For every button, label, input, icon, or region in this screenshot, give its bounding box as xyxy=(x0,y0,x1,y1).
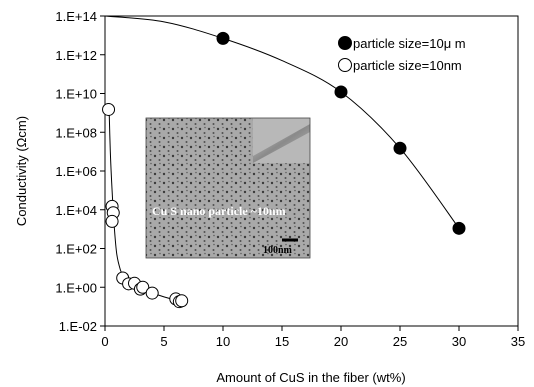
inset-frame xyxy=(145,117,311,259)
x-tick-label: 25 xyxy=(393,334,407,349)
x-axis-ticks: 0 5 10 15 20 25 30 35 xyxy=(101,326,525,349)
y-tick-label: 1.E+02 xyxy=(55,242,97,257)
legend: particle size=10μ m particle size=10nm xyxy=(338,36,466,73)
x-tick-label: 5 xyxy=(160,334,167,349)
data-point-10um xyxy=(334,85,348,99)
data-point-10nm xyxy=(175,294,189,308)
y-tick-label: 1.E+04 xyxy=(55,203,97,218)
y-tick-label: 1.E+10 xyxy=(55,87,97,102)
x-tick-label: 0 xyxy=(101,334,108,349)
data-point-10um xyxy=(216,31,230,45)
data-point-10nm xyxy=(145,286,159,300)
y-tick-label: 1.E-02 xyxy=(59,319,97,334)
x-tick-label: 35 xyxy=(511,334,525,349)
inset-label: Cu S nano particle ~10nm xyxy=(152,204,286,218)
y-tick-label: 1.E+00 xyxy=(55,280,97,295)
legend-marker-filled xyxy=(338,36,352,50)
legend-marker-open xyxy=(338,58,352,72)
data-point-10um xyxy=(452,221,466,235)
scale-bar-label: 100nm xyxy=(263,245,293,256)
x-tick-label: 15 xyxy=(275,334,289,349)
data-point-10um xyxy=(393,141,407,155)
data-point-10nm xyxy=(105,214,119,228)
legend-label-10nm: particle size=10nm xyxy=(353,58,462,73)
y-axis-title: Conductivity (Ωcm) xyxy=(14,116,29,226)
inset-micrograph: Cu S nano particle ~10nm 100nm xyxy=(145,117,311,259)
series-10nm-markers xyxy=(102,102,189,309)
x-tick-label: 30 xyxy=(452,334,466,349)
series-10um-markers xyxy=(216,31,466,235)
data-point-10nm xyxy=(136,280,150,294)
y-tick-label: 1.E+12 xyxy=(55,48,97,63)
y-tick-label: 1.E+06 xyxy=(55,164,97,179)
x-tick-label: 10 xyxy=(216,334,230,349)
legend-label-10um: particle size=10μ m xyxy=(353,36,466,51)
y-tick-label: 1.E+14 xyxy=(55,9,97,24)
data-point-10nm xyxy=(102,102,116,116)
x-axis-title: Amount of CuS in the fiber (wt%) xyxy=(216,370,405,385)
fiber-shape xyxy=(253,124,310,163)
x-tick-label: 20 xyxy=(334,334,348,349)
y-axis-ticks: 1.E-02 1.E+00 1.E+02 1.E+04 1.E+06 1.E+08 1.E+… xyxy=(55,9,105,334)
y-tick-label: 1.E+08 xyxy=(55,125,97,140)
